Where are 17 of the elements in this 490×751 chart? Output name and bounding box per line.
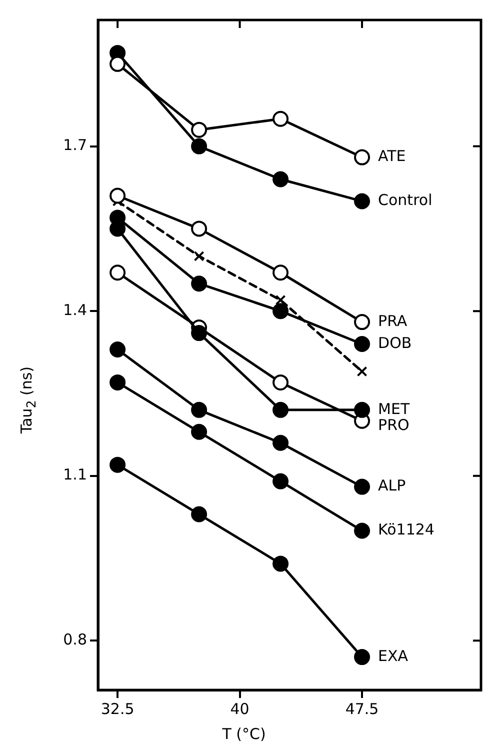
series-label: MET (378, 400, 410, 418)
series-label: EXA (378, 646, 409, 665)
x-tick-label: 32.5 (100, 700, 134, 718)
y-tick-label: 1.7 (63, 136, 87, 154)
series-label: ALP (378, 476, 406, 495)
series-label: ATE (378, 147, 406, 166)
series-label: Control (378, 191, 432, 210)
series-label: DOB (378, 334, 412, 352)
y-tick-label: 0.8 (63, 630, 87, 648)
y-tick-label: 1.4 (63, 300, 87, 319)
series-label: PRO (378, 416, 410, 434)
x-axis-title: T (°C) (222, 725, 266, 743)
y-tick-label: 1.1 (63, 466, 87, 484)
series-label: Kö1124 (378, 520, 434, 539)
series-label: PRA (378, 312, 408, 330)
x-tick-label: 47.5 (345, 700, 379, 718)
x-tick-label: 40 (230, 700, 250, 718)
